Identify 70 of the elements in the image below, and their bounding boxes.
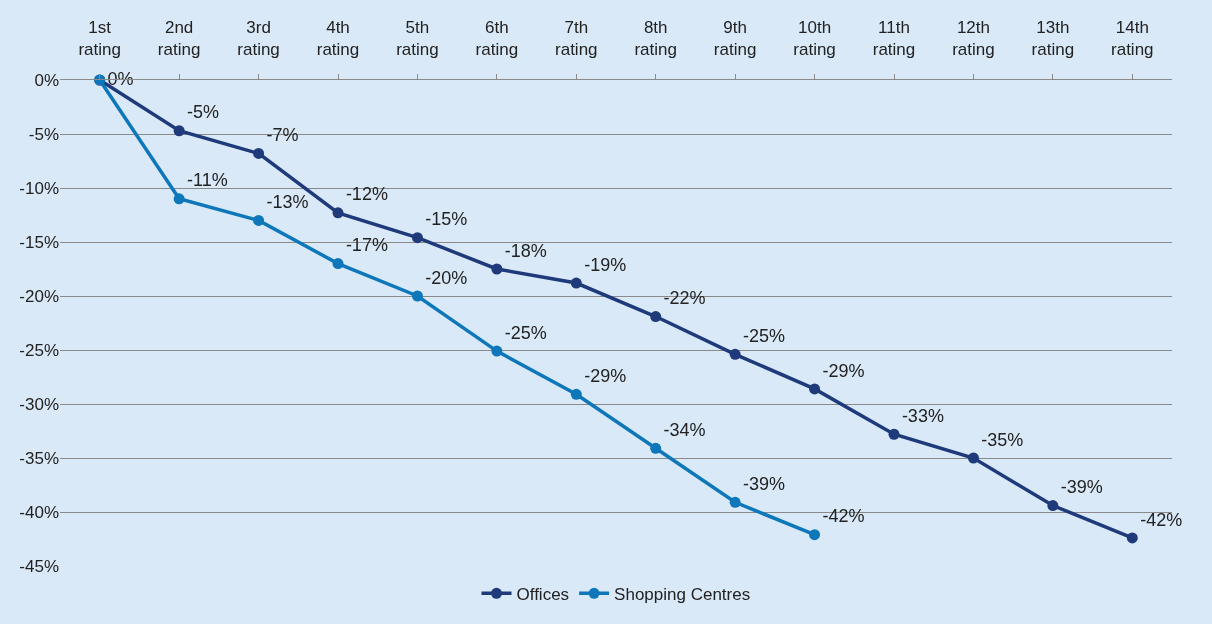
point [570, 277, 582, 289]
legend-label: Offices [516, 584, 570, 604]
point [809, 529, 821, 541]
x-tick-label: 8th rating [634, 18, 677, 60]
x-tick-label: 4th rating [316, 18, 360, 60]
point [411, 232, 423, 244]
point [650, 311, 662, 323]
data-label: -5% [187, 102, 220, 123]
data-label: -17% [345, 235, 388, 256]
y-tick-label: 0% [34, 70, 59, 90]
data-label: -11% [187, 170, 228, 191]
x-tick-label: 7th rating [555, 18, 598, 60]
x-tick-label: 6th rating [475, 18, 519, 60]
data-label: -39% [1060, 477, 1103, 498]
y-tick-label: -30% [19, 394, 59, 414]
point [491, 263, 503, 275]
data-label: -33% [901, 405, 944, 426]
point [253, 147, 265, 159]
point [332, 258, 344, 270]
x-tick-label: 2nd rating [157, 18, 201, 60]
data-label: -34% [663, 419, 706, 440]
x-tick-label: 1st rating [78, 18, 121, 60]
y-tick-label: -35% [19, 448, 59, 468]
point [650, 442, 662, 454]
data-label: -20% [425, 267, 468, 288]
point [1047, 500, 1059, 512]
y-tick-label: -40% [19, 502, 59, 522]
data-label: -29% [584, 365, 627, 386]
x-tick-label: 10th rating [793, 18, 836, 60]
point [729, 496, 741, 508]
x-tick-label: 3rd rating [237, 18, 280, 60]
x-tick-label: 12th rating [952, 18, 995, 60]
y-tick-label: -5% [28, 124, 59, 144]
data-label: -19% [584, 254, 627, 275]
data-label: -12% [345, 184, 388, 205]
point [332, 207, 344, 219]
data-label: -15% [425, 209, 468, 230]
y-tick-label: -15% [19, 232, 59, 252]
data-label: -42% [822, 506, 865, 527]
x-tick-label: 5th rating [396, 18, 439, 60]
x-tick-label: 9th rating [713, 18, 757, 60]
point [570, 388, 582, 400]
point [1126, 532, 1138, 544]
data-label: -7% [266, 125, 299, 146]
point [411, 290, 423, 302]
x-tick-label: 11th rating [872, 18, 916, 60]
y-tick-label: -25% [19, 340, 59, 360]
point [967, 452, 979, 464]
point [809, 383, 821, 395]
point [491, 345, 503, 357]
legend-label: Shopping Centres [614, 584, 751, 604]
point [173, 193, 185, 205]
data-label: -13% [266, 192, 309, 213]
data-label: -25% [743, 325, 786, 346]
point [729, 348, 741, 360]
data-label: -35% [981, 429, 1024, 450]
data-label: -22% [663, 288, 706, 309]
point [253, 214, 265, 226]
y-tick-label: -10% [19, 178, 59, 198]
x-tick-label: 14th rating [1111, 18, 1154, 60]
data-label: -42% [1140, 509, 1183, 530]
point [888, 428, 900, 440]
x-tick-label: 13th rating [1031, 18, 1075, 60]
point [173, 125, 185, 137]
data-label: -39% [743, 473, 786, 494]
data-label: -25% [504, 322, 547, 343]
data-label: -29% [822, 360, 865, 381]
data-label: -18% [504, 240, 547, 261]
y-tick-label: -20% [19, 286, 59, 306]
y-tick-label: -45% [19, 556, 59, 576]
